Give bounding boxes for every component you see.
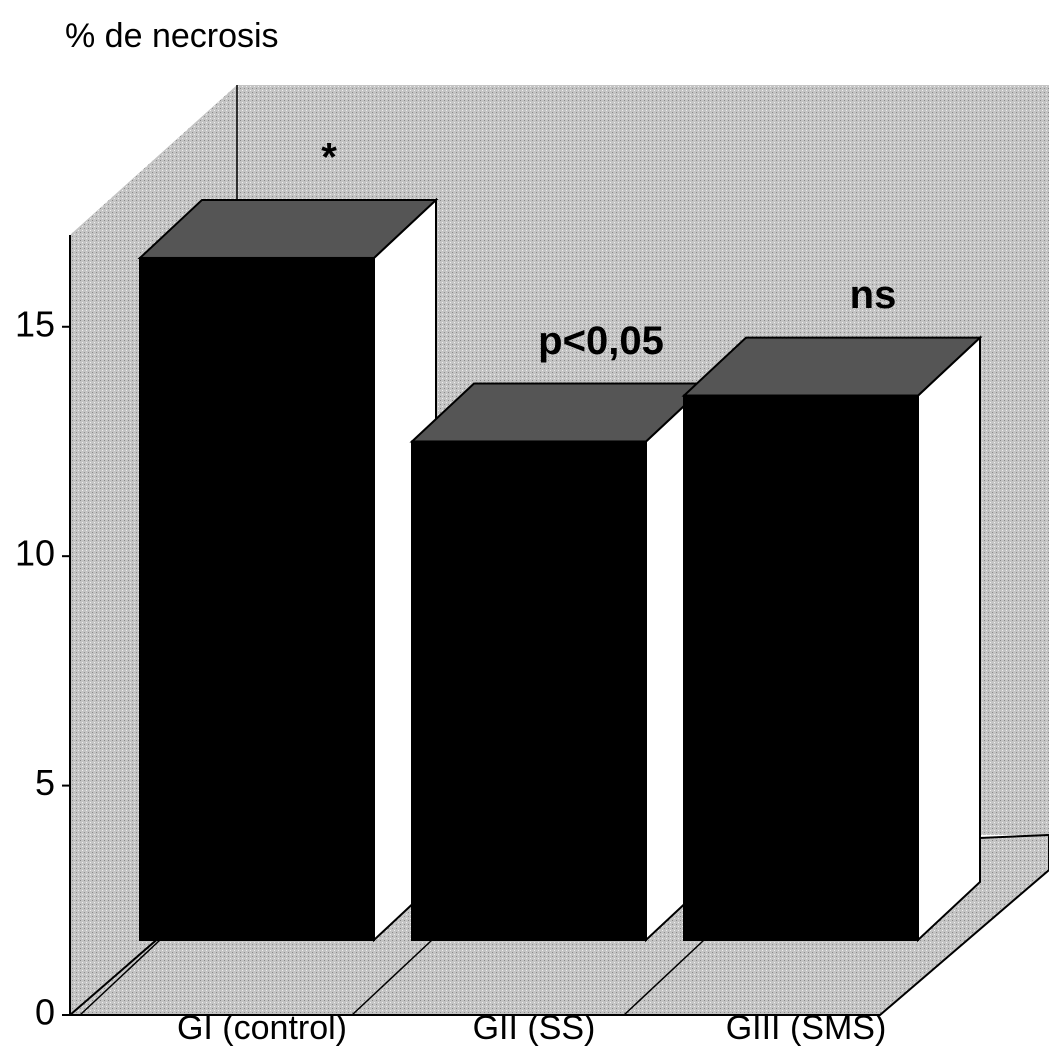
chart-title: % de necrosis — [65, 17, 279, 55]
bar — [411, 440, 647, 941]
y-tick-label: 15 — [15, 303, 55, 344]
annotation: ns — [850, 273, 897, 317]
y-tick-label: 5 — [35, 762, 55, 803]
bar — [683, 394, 919, 941]
annotation: * — [321, 136, 337, 180]
floor-divider — [351, 939, 433, 1016]
y-tick-label: 10 — [15, 533, 55, 574]
x-tick-label: GI (control) — [177, 1009, 347, 1047]
x-tick-label: GII (SS) — [473, 1009, 596, 1047]
y-tick-label: 0 — [35, 992, 55, 1033]
floor-divider — [79, 939, 161, 1016]
x-tick-label: GIII (SMS) — [726, 1009, 887, 1047]
bar — [139, 256, 375, 941]
floor-divider — [623, 939, 705, 1016]
annotation: p<0,05 — [538, 319, 664, 363]
bar-side — [917, 335, 981, 943]
